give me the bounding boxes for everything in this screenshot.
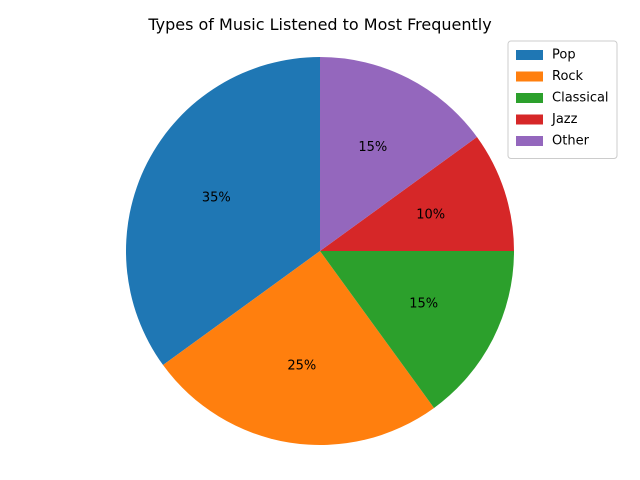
slice-label-other: 15% [358, 140, 387, 155]
pie-slice-jazz [320, 136, 514, 251]
pie-slice-classical [320, 251, 514, 408]
legend-swatch-classical [516, 93, 543, 103]
pie-slice-rock [163, 251, 435, 445]
slice-label-jazz: 10% [416, 208, 445, 223]
pie-slice-other [320, 57, 477, 251]
legend-label-classical: Classical [552, 91, 609, 106]
legend-label-pop: Pop [552, 48, 576, 63]
chart-title: Types of Music Listened to Most Frequent… [147, 15, 491, 34]
legend: Pop Rock Classical Jazz Other [507, 40, 618, 159]
slice-label-pop: 35% [202, 191, 231, 206]
legend-frame [507, 40, 618, 159]
legend-swatch-pop [516, 50, 543, 60]
pie-slices [126, 57, 514, 445]
legend-swatch-jazz [516, 114, 543, 125]
legend-swatch-other [516, 136, 543, 146]
legend-label-rock: Rock [552, 69, 584, 84]
legend-label-jazz: Jazz [551, 112, 578, 127]
slice-label-rock: 25% [287, 358, 316, 373]
legend-label-other: Other [552, 134, 590, 149]
pie-slice-pop [126, 57, 321, 366]
slice-label-classical: 15% [409, 296, 438, 311]
slice-labels: 35% 25% 15% 10% 15% [202, 140, 445, 374]
legend-swatch-rock [516, 71, 543, 82]
